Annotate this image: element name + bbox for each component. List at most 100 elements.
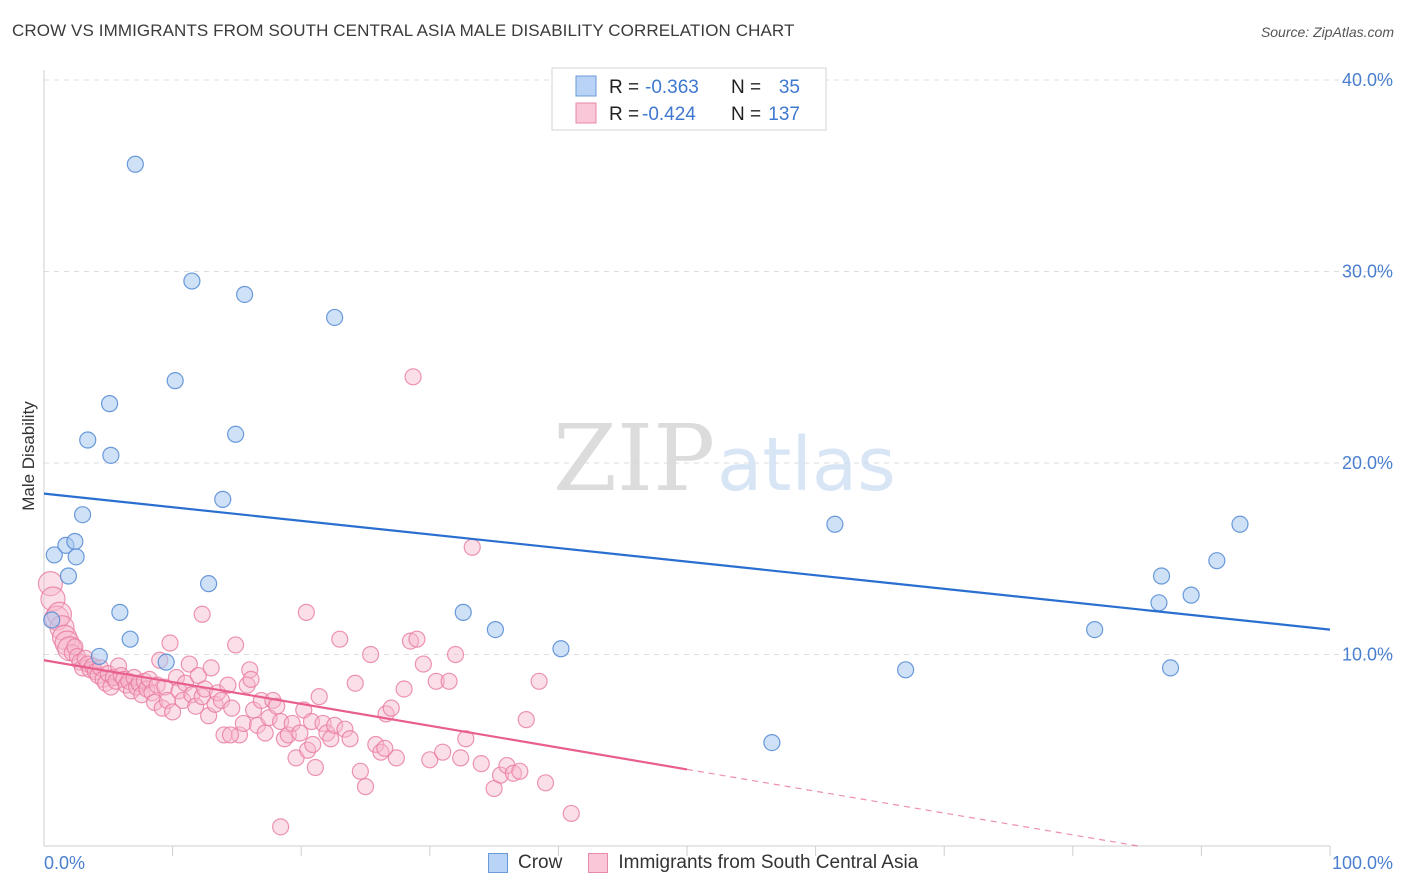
- crow-point: [126, 155, 144, 173]
- crow-point: [90, 647, 108, 666]
- y-tick-label: 40.0%: [1342, 70, 1393, 90]
- immigrants-point: [434, 743, 452, 761]
- crow-point: [157, 653, 175, 671]
- crow-point: [227, 425, 245, 443]
- immigrants-point: [346, 674, 364, 692]
- immigrants-point: [356, 778, 375, 796]
- immigrants-points: [37, 368, 580, 836]
- immigrants-point: [414, 655, 432, 673]
- crow-point: [1208, 552, 1226, 570]
- immigrants-point: [66, 638, 84, 656]
- immigrants-point: [227, 636, 245, 654]
- immigrants-point: [421, 751, 439, 769]
- crow-point: [200, 575, 218, 593]
- crow-point: [1182, 586, 1200, 604]
- x-tick-label-left: 0.0%: [44, 853, 85, 873]
- immigrants-point: [164, 703, 182, 721]
- immigrants-point: [306, 758, 324, 777]
- bottom-legend-label-crow: Crow: [518, 852, 563, 873]
- crow-point: [102, 446, 120, 464]
- bottom-legend-swatch-crow: [488, 853, 508, 873]
- immigrants-point: [404, 368, 422, 386]
- grid-lines: [44, 79, 1393, 655]
- bottom-legend-label-immigrants: Immigrants from South Central Asia: [618, 852, 919, 873]
- bottom-legend-crow: Crow: [488, 852, 562, 874]
- crow-point: [66, 532, 84, 551]
- crow-point: [166, 372, 184, 390]
- x-tick-label-right: 100.0%: [1332, 853, 1393, 873]
- immigrants-point: [221, 726, 240, 744]
- immigrants-point: [395, 680, 413, 698]
- source-credit: Source: ZipAtlas.com: [1260, 24, 1394, 40]
- crow-point: [79, 431, 97, 449]
- watermark-atlas: atlas: [717, 422, 896, 508]
- legend-n-value-immigrants: 137: [768, 104, 800, 125]
- immigrants-point: [304, 735, 322, 754]
- immigrants-point: [452, 749, 470, 767]
- legend-swatch-immigrants: [575, 102, 597, 124]
- immigrants-point: [326, 716, 344, 734]
- crow-point: [1086, 621, 1104, 639]
- crow-point: [73, 506, 92, 524]
- legend-r-value-crow: -0.363: [645, 77, 699, 98]
- crow-point: [763, 733, 781, 752]
- crow-point: [897, 661, 915, 679]
- immigrants-point: [382, 699, 400, 717]
- immigrants-point: [272, 818, 290, 836]
- x-ticks: [172, 846, 1331, 856]
- crow-point: [1161, 659, 1180, 677]
- legend-swatch-crow: [575, 75, 597, 97]
- immigrants-point: [322, 730, 340, 748]
- immigrants-point: [242, 670, 260, 688]
- immigrants-point: [504, 764, 522, 782]
- crow-point: [45, 546, 63, 564]
- immigrants-point: [463, 538, 481, 556]
- immigrants-point: [336, 720, 354, 738]
- stats-legend: R = -0.363 N = 35 R = -0.424 N = 137: [551, 67, 827, 131]
- immigrants-point: [202, 659, 220, 677]
- trend-line-immigrants-extension: [686, 768, 1139, 847]
- crow-points: [43, 155, 1249, 752]
- legend-r-label-crow: R =: [609, 77, 639, 98]
- stats-legend-box: [551, 67, 827, 131]
- immigrants-point: [517, 711, 535, 729]
- trend-line-immigrants: [43, 659, 688, 771]
- immigrants-point: [223, 699, 241, 717]
- y-tick-label: 10.0%: [1342, 645, 1393, 665]
- legend-r-label-immigrants: R =: [609, 104, 639, 125]
- immigrants-point: [331, 630, 349, 648]
- immigrants-point: [562, 804, 580, 823]
- legend-n-label-crow: N =: [731, 77, 761, 98]
- crow-point: [552, 640, 570, 658]
- immigrants-point: [440, 672, 458, 690]
- immigrants-point: [37, 571, 64, 597]
- y-axis-label: Male Disability: [19, 401, 38, 511]
- immigrants-point: [161, 634, 179, 652]
- immigrants-point: [387, 749, 405, 767]
- immigrants-point: [234, 714, 252, 733]
- immigrants-point: [291, 724, 309, 742]
- immigrants-point: [511, 762, 529, 780]
- y-tick-label: 20.0%: [1342, 453, 1393, 473]
- immigrants-point: [310, 688, 328, 706]
- crow-point: [59, 567, 78, 585]
- bottom-legend-swatch-immigrants: [588, 853, 609, 873]
- immigrants-point: [408, 630, 426, 648]
- immigrants-point: [180, 655, 198, 673]
- immigrants-point: [40, 586, 66, 612]
- immigrants-point: [427, 672, 445, 690]
- immigrants-point: [156, 678, 174, 696]
- immigrants-point: [351, 762, 369, 780]
- crow-point: [1231, 515, 1249, 533]
- immigrants-point: [187, 697, 205, 715]
- immigrants-point: [446, 645, 465, 664]
- immigrants-point: [256, 724, 274, 742]
- watermark-zip: ZIP: [553, 405, 715, 512]
- crow-point: [43, 611, 61, 629]
- crow-point: [236, 285, 254, 304]
- crow-point: [67, 548, 85, 566]
- immigrants-point: [297, 603, 315, 621]
- crow-point: [1152, 567, 1171, 585]
- immigrants-point: [341, 730, 359, 748]
